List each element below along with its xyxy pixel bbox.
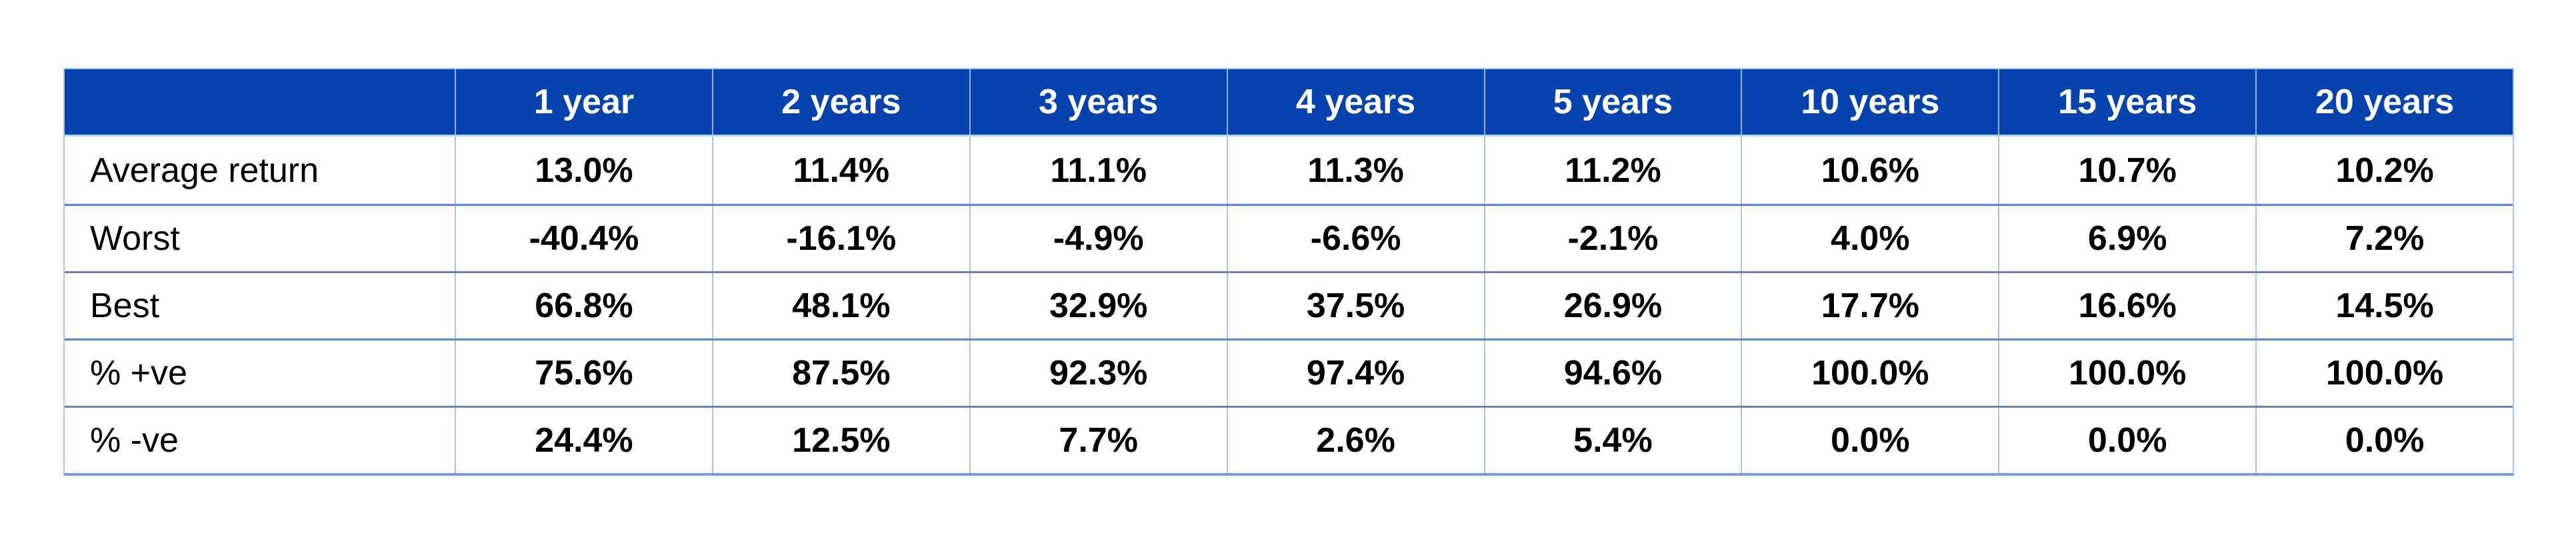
- value-cell: 10.2%: [2255, 137, 2513, 204]
- value-cell: 14.5%: [2255, 273, 2513, 338]
- value-cell: 48.1%: [711, 273, 969, 338]
- row-label: % +ve: [90, 354, 187, 392]
- value-cell: 6.9%: [1998, 206, 2255, 271]
- column-header-2-years: 2 years: [711, 69, 969, 135]
- row-label: Average return: [90, 151, 319, 190]
- value-cell: 0.0%: [2255, 408, 2513, 473]
- value-cell: 7.2%: [2255, 206, 2513, 271]
- returns-table: 1 year 2 years 3 years 4 years 5 years 10 yea…: [63, 68, 2514, 476]
- value-cell: -40.4%: [455, 206, 712, 271]
- value-cell: 100.0%: [1741, 340, 1998, 406]
- column-header-20-years: 20 years: [2255, 69, 2513, 135]
- column-header-5-years: 5 years: [1483, 69, 1741, 135]
- value-cell: 26.9%: [1483, 273, 1741, 338]
- value-cell: 97.4%: [1226, 340, 1484, 406]
- table-row-worst: Worst -40.4% -16.1% -4.9% -6.6% -2.1% 4.0% 6.9%…: [65, 204, 2513, 271]
- value-cell: 7.7%: [969, 408, 1227, 473]
- table-header-row: 1 year 2 years 3 years 4 years 5 years 10 yea…: [65, 69, 2513, 137]
- column-header-3-years: 3 years: [969, 69, 1227, 135]
- value-cell: 92.3%: [969, 340, 1227, 406]
- value-cell: 12.5%: [711, 408, 969, 473]
- column-header-4-years: 4 years: [1226, 69, 1484, 135]
- column-header-10-years: 10 years: [1741, 69, 1998, 135]
- value-cell: 0.0%: [1741, 408, 1998, 473]
- value-cell: 5.4%: [1483, 408, 1741, 473]
- table-row-best: Best 66.8% 48.1% 32.9% 37.5% 26.9% 17.7% 16.6% 1…: [65, 271, 2513, 338]
- value-cell: -4.9%: [969, 206, 1227, 271]
- value-cell: 17.7%: [1741, 273, 1998, 338]
- row-label: % -ve: [90, 421, 179, 460]
- value-cell: 66.8%: [455, 273, 712, 338]
- value-cell: 94.6%: [1483, 340, 1741, 406]
- value-cell: 11.2%: [1483, 137, 1741, 204]
- value-cell: 13.0%: [455, 137, 712, 204]
- row-label: Worst: [90, 219, 180, 258]
- value-cell: 24.4%: [455, 408, 712, 473]
- value-cell: 11.1%: [969, 137, 1227, 204]
- column-header-15-years: 15 years: [1998, 69, 2255, 135]
- value-cell: 37.5%: [1226, 273, 1484, 338]
- value-cell: 0.0%: [1998, 408, 2255, 473]
- row-label: Best: [90, 286, 160, 325]
- table-row-ve: % +ve 75.6% 87.5% 92.3% 97.4% 94.6% 100.0% 100.…: [65, 338, 2513, 406]
- value-cell: 2.6%: [1226, 408, 1484, 473]
- table-row-average-return: Average return 13.0% 11.4% 11.1% 11.3% 11.2% 1…: [65, 137, 2513, 204]
- value-cell: -6.6%: [1226, 206, 1484, 271]
- value-cell: 10.6%: [1741, 137, 1998, 204]
- value-cell: 16.6%: [1998, 273, 2255, 338]
- table-row-ve: % -ve 24.4% 12.5% 7.7% 2.6% 5.4% 0.0% 0.0% 0.0%: [65, 406, 2513, 473]
- value-cell: 4.0%: [1741, 206, 1998, 271]
- value-cell: 100.0%: [1998, 340, 2255, 406]
- value-cell: 100.0%: [2255, 340, 2513, 406]
- value-cell: 32.9%: [969, 273, 1227, 338]
- value-cell: 75.6%: [455, 340, 712, 406]
- column-header-1-year: 1 year: [455, 69, 712, 135]
- corner-header-cell: [65, 69, 455, 135]
- value-cell: 87.5%: [711, 340, 969, 406]
- value-cell: 10.7%: [1998, 137, 2255, 204]
- value-cell: 11.3%: [1226, 137, 1484, 204]
- value-cell: 11.4%: [711, 137, 969, 204]
- value-cell: -16.1%: [711, 206, 969, 271]
- value-cell: -2.1%: [1483, 206, 1741, 271]
